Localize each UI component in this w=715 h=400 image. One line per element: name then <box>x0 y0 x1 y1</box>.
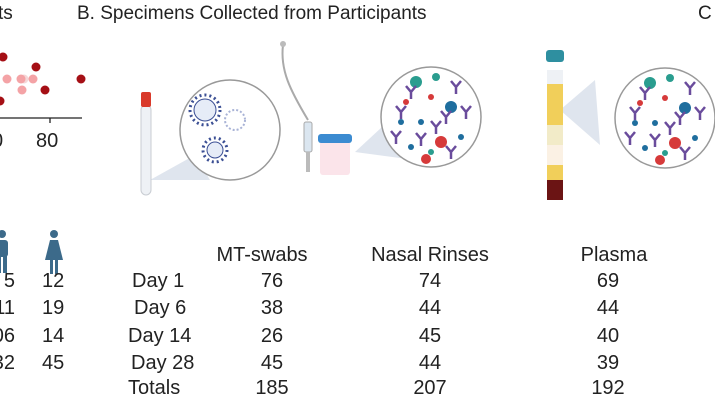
scatter-point <box>76 74 86 84</box>
particle <box>398 119 404 125</box>
scatter-point <box>0 96 5 106</box>
scatter-point <box>40 85 50 95</box>
table-cell: 69 <box>596 270 620 292</box>
table-cell: 45 <box>260 352 284 374</box>
antibody-icon <box>390 130 402 144</box>
table-cell: 76 <box>260 270 284 292</box>
particle <box>410 76 422 88</box>
particle <box>669 137 681 149</box>
table-cell: 207 <box>413 377 447 399</box>
antibody-magnifier-icon <box>355 66 482 168</box>
particle <box>652 120 658 126</box>
antibody-icon <box>639 86 651 100</box>
row-label: Day 1 <box>132 270 185 292</box>
panel-a-scatter <box>0 52 86 123</box>
particle <box>421 154 431 164</box>
antibody-icon <box>430 120 442 134</box>
particle <box>692 135 698 141</box>
particle <box>428 149 434 155</box>
particle <box>445 101 457 113</box>
column-header: Nasal Rinses <box>371 244 489 266</box>
male-count: 32 <box>0 352 15 374</box>
table-cell: 40 <box>596 325 620 347</box>
nasal-rinse-syringe-icon <box>280 41 313 172</box>
row-label: Totals <box>128 377 181 399</box>
male-count: 11 <box>0 297 15 319</box>
scatter-point <box>17 85 27 95</box>
table-cell: 185 <box>255 377 289 399</box>
female-count: 45 <box>42 352 65 374</box>
antibody-icon <box>629 106 641 120</box>
panel-c-title-fragment: C <box>698 3 712 24</box>
table-cell: 26 <box>260 325 284 347</box>
antibody-icon <box>415 132 427 146</box>
male-count: 5 <box>3 270 15 292</box>
particle <box>418 119 424 125</box>
scatter-point <box>0 52 8 62</box>
panel-a-title-fragment: ts <box>0 3 13 24</box>
scatter-point <box>16 74 26 84</box>
antibody-icon <box>445 145 457 159</box>
table-cell: 44 <box>418 297 442 319</box>
antibody-icon <box>664 121 676 135</box>
antibody-icon <box>395 105 407 119</box>
particle <box>408 144 414 150</box>
particle <box>428 94 434 100</box>
antibody-icon <box>679 146 691 160</box>
antibody-icon <box>684 81 696 95</box>
particle <box>403 99 409 105</box>
male-count: 06 <box>0 325 15 347</box>
table-cell: 192 <box>591 377 625 399</box>
specimen-cup-icon <box>318 134 352 175</box>
particle <box>642 145 648 151</box>
antibody-icon <box>460 105 472 119</box>
antibody-icon <box>649 133 661 147</box>
particle <box>655 155 665 165</box>
antibody-icon <box>405 85 417 99</box>
antibody-icon <box>450 80 462 94</box>
particle <box>644 77 656 89</box>
x-tick-label: 0 <box>0 130 3 153</box>
male-icon <box>0 230 8 273</box>
row-label: Day 28 <box>131 352 195 374</box>
female-icon <box>45 230 63 274</box>
particle <box>632 120 638 126</box>
scatter-point <box>28 74 38 84</box>
particle <box>679 102 691 114</box>
column-header: MT-swabs <box>216 244 308 266</box>
table-cell: 44 <box>596 297 620 319</box>
scatter-point <box>31 62 41 72</box>
scatter-point <box>2 74 12 84</box>
particle <box>458 134 464 140</box>
particle <box>637 100 643 106</box>
table-cell: 45 <box>418 325 442 347</box>
antibody-icon <box>624 131 636 145</box>
particle <box>435 136 447 148</box>
particle <box>662 150 668 156</box>
female-count: 14 <box>42 325 65 347</box>
table-cell: 39 <box>596 352 620 374</box>
female-count: 12 <box>42 270 65 292</box>
person-icons <box>0 230 63 274</box>
table-cell: 38 <box>260 297 284 319</box>
row-label: Day 14 <box>128 325 192 347</box>
antibody-icon <box>694 106 706 120</box>
specimen-illustrations <box>140 41 715 200</box>
row-label: Day 6 <box>134 297 187 319</box>
particle <box>432 73 440 81</box>
female-count: 19 <box>42 297 65 319</box>
table-cell: 74 <box>418 270 442 292</box>
table-cell: 44 <box>418 352 442 374</box>
virus-magnifier-icon <box>179 79 281 181</box>
plasma-antibody-magnifier-icon <box>614 67 715 169</box>
antibody-icon <box>440 110 452 124</box>
x-tick-label: 80 <box>36 130 59 152</box>
blood-tube-icon <box>546 50 600 200</box>
particle <box>666 74 674 82</box>
column-header: Plasma <box>580 244 648 266</box>
antibody-icon <box>674 111 686 125</box>
panel-b-title: B. Specimens Collected from Participants <box>77 3 427 24</box>
particle <box>662 95 668 101</box>
